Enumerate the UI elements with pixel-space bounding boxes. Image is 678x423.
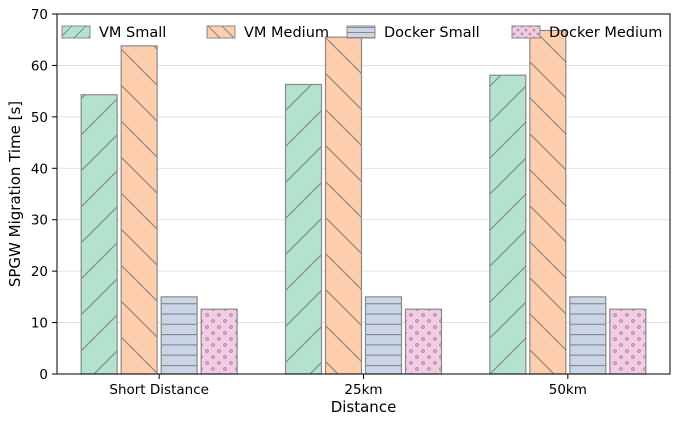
y-tick-label: 20 [31,264,48,280]
legend-swatch-hatch [346,25,376,39]
legend-item: Docker Medium [511,25,662,41]
gridlines [57,65,670,323]
y-tick-label: 0 [39,367,48,383]
x-tick-label: 50km [549,382,587,398]
bar-vm-small [80,94,118,375]
bar-docker-small [364,296,403,375]
bar-hatch [404,308,443,375]
legend-label: VM Small [99,25,166,41]
y-tick-label: 60 [31,58,48,74]
legend-swatch-hatch [61,25,91,39]
bar-hatch [489,74,527,375]
bar-vm-small [489,74,527,375]
legend-swatch-hatch [206,25,236,39]
legend: VM Small VM Medium Docker Small Docker Medi… [61,25,662,41]
bar-vm-medium [324,36,363,375]
y-axis-ticks: 0 10 20 30 40 50 60 70 [31,7,57,383]
y-tick-label: 10 [31,316,48,332]
legend-label: Docker Small [384,25,480,41]
y-tick-label: 40 [31,161,48,177]
legend-swatch-hatch [511,25,541,39]
x-axis-label: Distance [331,398,397,416]
bar-docker-medium [404,308,443,375]
bar-vm-medium [120,45,158,375]
legend-item: Docker Small [346,25,480,41]
bar-hatch [80,94,118,375]
bar-vm-medium [529,29,567,375]
legend-label: VM Medium [244,25,329,41]
x-tick-label: 25km [344,382,382,398]
bar-hatch [364,296,403,375]
bar-hatch [324,36,363,375]
bar-hatch [284,83,323,375]
bar-hatch [609,308,647,375]
bar-hatch [569,296,607,375]
y-axis-label: SPGW Migration Time [s] [6,101,24,287]
bar-docker-medium [609,308,647,375]
bar-docker-small [160,296,198,375]
bar-hatch [120,45,158,375]
legend-item: VM Medium [206,25,329,41]
bar-hatch [529,29,567,375]
x-tick-label: Short Distance [109,382,209,398]
legend-item: VM Small [61,25,166,41]
bar-vm-small [284,83,323,375]
x-axis-ticks: Short Distance 25km 50km [109,374,587,398]
bar-hatch [200,308,238,375]
y-tick-label: 70 [31,7,48,23]
y-tick-label: 30 [31,213,48,229]
legend-label: Docker Medium [549,25,662,41]
bar-docker-medium [200,308,238,375]
bar-docker-small [569,296,607,375]
bars [80,29,647,375]
bar-hatch [160,296,198,375]
y-tick-label: 50 [31,110,48,126]
